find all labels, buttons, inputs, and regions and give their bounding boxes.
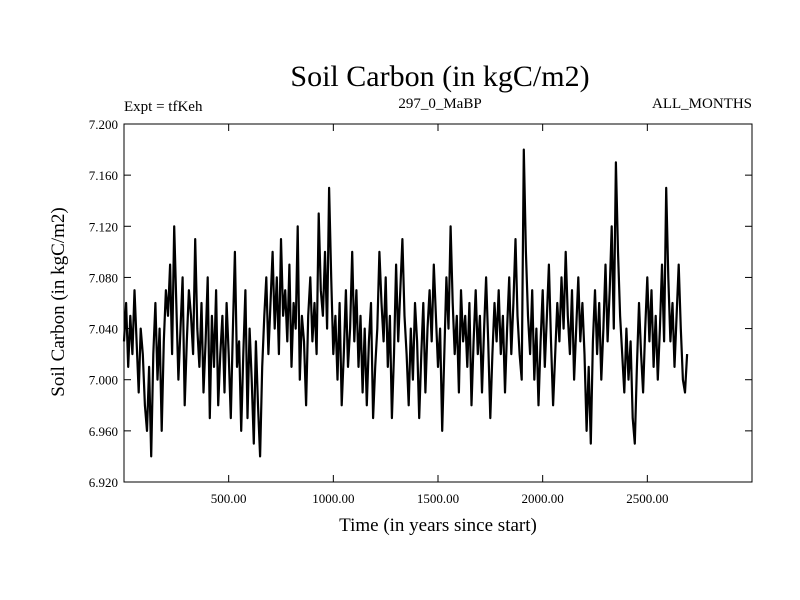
experiment-label: Expt = tfKeh xyxy=(124,99,203,115)
y-axis-label: Soil Carbon (in kgC/m2) xyxy=(48,207,69,396)
x-tick-label: 1000.00 xyxy=(312,491,354,506)
y-tick-label: 6.920 xyxy=(89,475,118,490)
y-tick-label: 7.120 xyxy=(89,219,118,234)
y-tick-label: 7.200 xyxy=(89,117,118,132)
plot-frame xyxy=(123,123,753,483)
series-line xyxy=(122,148,689,458)
months-label: ALL_MONTHS xyxy=(652,96,752,112)
x-tick-label: 2500.00 xyxy=(626,491,668,506)
y-tick-label: 7.080 xyxy=(89,270,118,285)
chart-title: Soil Carbon (in kgC/m2) xyxy=(290,60,589,93)
x-tick-label: 500.00 xyxy=(211,491,247,506)
period-label: 297_0_MaBP xyxy=(398,96,481,112)
y-tick-label: 7.040 xyxy=(89,322,118,337)
x-tick-label: 1500.00 xyxy=(417,491,459,506)
x-axis-label: Time (in years since start) xyxy=(339,515,537,536)
x-axis-ticks: 500.00 1000.00 1500.00 2000.00 2500.00 xyxy=(211,124,668,506)
y-tick-label: 7.000 xyxy=(89,373,118,388)
y-axis-ticks: 6.920 6.960 7.000 7.040 7.080 7.120 7.160 7.200 xyxy=(89,117,752,490)
y-tick-label: 7.160 xyxy=(89,168,118,183)
y-tick-label: 6.960 xyxy=(89,424,118,439)
x-tick-label: 2000.00 xyxy=(522,491,564,506)
